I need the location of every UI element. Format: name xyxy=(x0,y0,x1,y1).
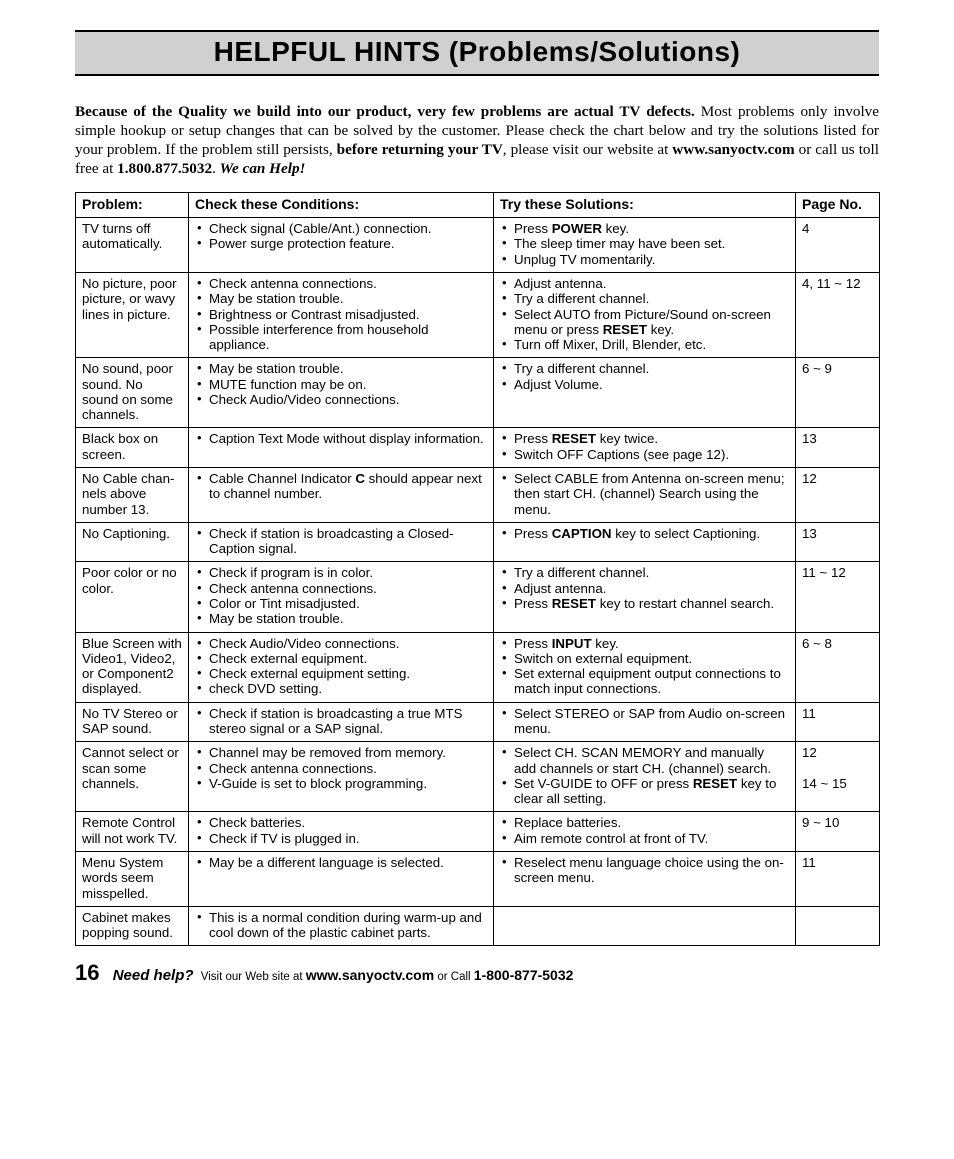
page-cell: 1214 ~ 15 xyxy=(796,742,880,812)
page-cell: 13 xyxy=(796,522,880,562)
solutions-cell: Select STEREO or SAP from Audio on-scree… xyxy=(494,702,796,742)
solutions-cell: Press POWER key.The sleep timer may have… xyxy=(494,218,796,273)
table-header-row: Problem: Check these Conditions: Try the… xyxy=(76,193,880,218)
intro-period: . xyxy=(212,160,220,177)
page-cell: 6 ~ 9 xyxy=(796,358,880,428)
need-help-label: Need help? xyxy=(113,967,194,984)
solutions-cell: Press RESET key twice.Switch OFF Caption… xyxy=(494,428,796,468)
table-row: Menu System words seem misspelled.May be… xyxy=(76,851,880,906)
page-footer: 16 Need help? Visit our Web site at www.… xyxy=(75,960,879,986)
solutions-cell: Select CABLE from Antenna on-screen menu… xyxy=(494,468,796,523)
problem-cell: Remote Control will not work TV. xyxy=(76,812,189,852)
table-row: Blue Screen with Video1, Video2, or Comp… xyxy=(76,632,880,702)
intro-lead: Because of the Quality we build into our… xyxy=(75,103,695,120)
solutions-cell: Try a different channel.Adjust Volume. xyxy=(494,358,796,428)
page-cell: 11 xyxy=(796,851,880,906)
header-solutions: Try these Solutions: xyxy=(494,193,796,218)
page-cell: 12 xyxy=(796,468,880,523)
footer-phone: 1-800-877-5032 xyxy=(474,967,574,983)
problem-cell: Poor color or no color. xyxy=(76,562,189,632)
table-row: No picture, poor picture, or wavy lines … xyxy=(76,272,880,357)
page-title: HELPFUL HINTS (Problems/Solutions) xyxy=(75,36,879,68)
table-row: TV turns off automatically.Check signal … xyxy=(76,218,880,273)
conditions-cell: Channel may be removed from memory.Check… xyxy=(189,742,494,812)
table-row: Remote Control will not work TV.Check ba… xyxy=(76,812,880,852)
solutions-cell: Try a different channel.Adjust antenna.P… xyxy=(494,562,796,632)
header-conditions: Check these Conditions: xyxy=(189,193,494,218)
manual-page: HELPFUL HINTS (Problems/Solutions) Becau… xyxy=(0,0,954,1016)
conditions-cell: Check antenna connections.May be station… xyxy=(189,272,494,357)
footer-text1: Visit our Web site at xyxy=(198,971,306,983)
intro-url: www.sanyoctv.com xyxy=(672,141,794,158)
table-body: TV turns off automatically.Check signal … xyxy=(76,218,880,946)
conditions-cell: Cable Channel Indicator C should appear … xyxy=(189,468,494,523)
problem-cell: Blue Screen with Video1, Video2, or Comp… xyxy=(76,632,189,702)
page-cell: 9 ~ 10 xyxy=(796,812,880,852)
conditions-cell: This is a normal condition during warm-u… xyxy=(189,906,494,946)
hints-table: Problem: Check these Conditions: Try the… xyxy=(75,192,880,946)
table-row: No Cable chan-nels above number 13.Cable… xyxy=(76,468,880,523)
page-cell: 11 ~ 12 xyxy=(796,562,880,632)
conditions-cell: May be a different language is selected. xyxy=(189,851,494,906)
problem-cell: Cannot select or scan some channels. xyxy=(76,742,189,812)
solutions-cell: Press INPUT key.Switch on external equip… xyxy=(494,632,796,702)
page-cell: 13 xyxy=(796,428,880,468)
intro-body2: , please visit our website at xyxy=(503,141,673,158)
intro-phone: 1.800.877.5032 xyxy=(117,160,212,177)
problem-cell: Menu System words seem misspelled. xyxy=(76,851,189,906)
footer-url: www.sanyoctv.com xyxy=(306,967,434,983)
conditions-cell: Caption Text Mode without display inform… xyxy=(189,428,494,468)
page-cell: 11 xyxy=(796,702,880,742)
title-bar: HELPFUL HINTS (Problems/Solutions) xyxy=(75,30,879,76)
table-row: Cannot select or scan some channels.Chan… xyxy=(76,742,880,812)
conditions-cell: May be station trouble.MUTE function may… xyxy=(189,358,494,428)
problem-cell: TV turns off automatically. xyxy=(76,218,189,273)
problem-cell: No sound, poor sound. No sound on some c… xyxy=(76,358,189,428)
intro-paragraph: Because of the Quality we build into our… xyxy=(75,102,879,178)
table-row: Black box on screen.Caption Text Mode wi… xyxy=(76,428,880,468)
solutions-cell xyxy=(494,906,796,946)
page-cell: 4, 11 ~ 12 xyxy=(796,272,880,357)
page-cell: 6 ~ 8 xyxy=(796,632,880,702)
page-cell xyxy=(796,906,880,946)
solutions-cell: Reselect menu language choice using the … xyxy=(494,851,796,906)
problem-cell: Cabinet makes popping sound. xyxy=(76,906,189,946)
problem-cell: Black box on screen. xyxy=(76,428,189,468)
conditions-cell: Check if program is in color.Check anten… xyxy=(189,562,494,632)
table-row: No Captioning.Check if station is broadc… xyxy=(76,522,880,562)
header-page: Page No. xyxy=(796,193,880,218)
problem-cell: No Cable chan-nels above number 13. xyxy=(76,468,189,523)
solutions-cell: Replace batteries.Aim remote control at … xyxy=(494,812,796,852)
table-row: Poor color or no color.Check if program … xyxy=(76,562,880,632)
conditions-cell: Check Audio/Video connections.Check exte… xyxy=(189,632,494,702)
problem-cell: No TV Stereo or SAP sound. xyxy=(76,702,189,742)
table-row: No sound, poor sound. No sound on some c… xyxy=(76,358,880,428)
conditions-cell: Check batteries.Check if TV is plugged i… xyxy=(189,812,494,852)
solutions-cell: Press CAPTION key to select Captioning. xyxy=(494,522,796,562)
solutions-cell: Select CH. SCAN MEMORY and manually add … xyxy=(494,742,796,812)
conditions-cell: Check if station is broadcasting a Close… xyxy=(189,522,494,562)
intro-tail: We can Help! xyxy=(220,160,306,177)
conditions-cell: Check signal (Cable/Ant.) connection.Pow… xyxy=(189,218,494,273)
table-row: Cabinet makes popping sound.This is a no… xyxy=(76,906,880,946)
problem-cell: No Captioning. xyxy=(76,522,189,562)
intro-mid-bold: before returning your TV xyxy=(337,141,503,158)
header-problem: Problem: xyxy=(76,193,189,218)
page-number: 16 xyxy=(75,960,99,985)
footer-text2: or Call xyxy=(434,971,474,983)
problem-cell: No picture, poor picture, or wavy lines … xyxy=(76,272,189,357)
table-row: No TV Stereo or SAP sound.Check if stati… xyxy=(76,702,880,742)
page-cell: 4 xyxy=(796,218,880,273)
solutions-cell: Adjust antenna.Try a different channel.S… xyxy=(494,272,796,357)
conditions-cell: Check if station is broadcasting a true … xyxy=(189,702,494,742)
